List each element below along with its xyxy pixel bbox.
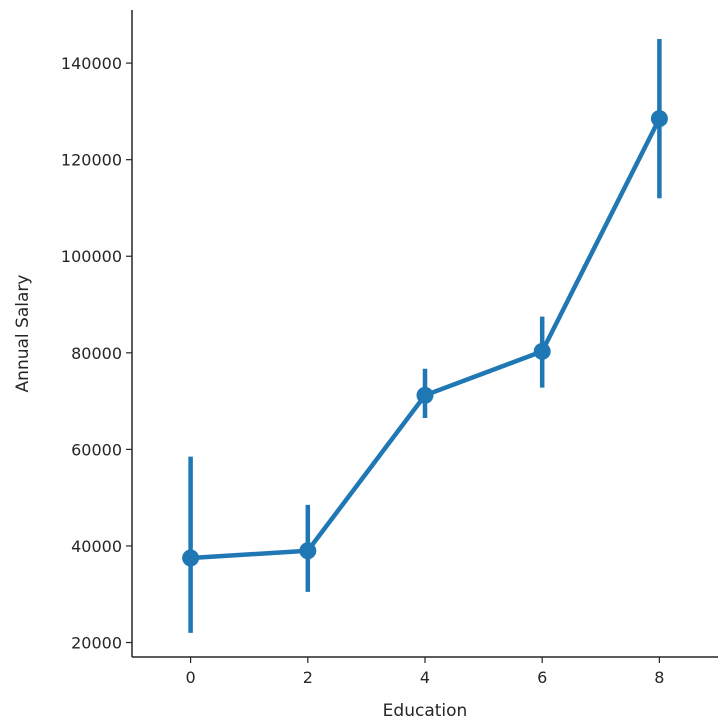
data-point (416, 386, 434, 404)
data-point (182, 549, 200, 567)
x-tick-label: 0 (186, 668, 196, 687)
y-axis-label: Annual Salary (13, 275, 33, 393)
data-point (299, 542, 317, 560)
y-tick-label: 80000 (71, 344, 122, 363)
x-tick-label: 2 (303, 668, 313, 687)
y-ticks: 20000 40000 60000 80000 100000 120000 140000 (61, 54, 132, 653)
y-tick-label: 140000 (61, 54, 122, 73)
x-ticks: 0 2 4 6 8 (186, 657, 664, 687)
y-tick-label: 120000 (61, 151, 122, 170)
y-tick-label: 100000 (61, 247, 122, 266)
x-tick-label: 8 (654, 668, 664, 687)
y-tick-label: 60000 (71, 440, 122, 459)
y-tick-label: 20000 (71, 634, 122, 653)
y-tick-label: 40000 (71, 537, 122, 556)
axes (131, 10, 718, 658)
x-tick-label: 6 (537, 668, 547, 687)
data-point (533, 342, 551, 360)
x-tick-label: 4 (420, 668, 430, 687)
series-line (190, 117, 662, 561)
data-point (650, 110, 668, 128)
x-axis-label: Education (383, 701, 468, 721)
error-bars (188, 38, 662, 633)
data-points (182, 110, 668, 567)
